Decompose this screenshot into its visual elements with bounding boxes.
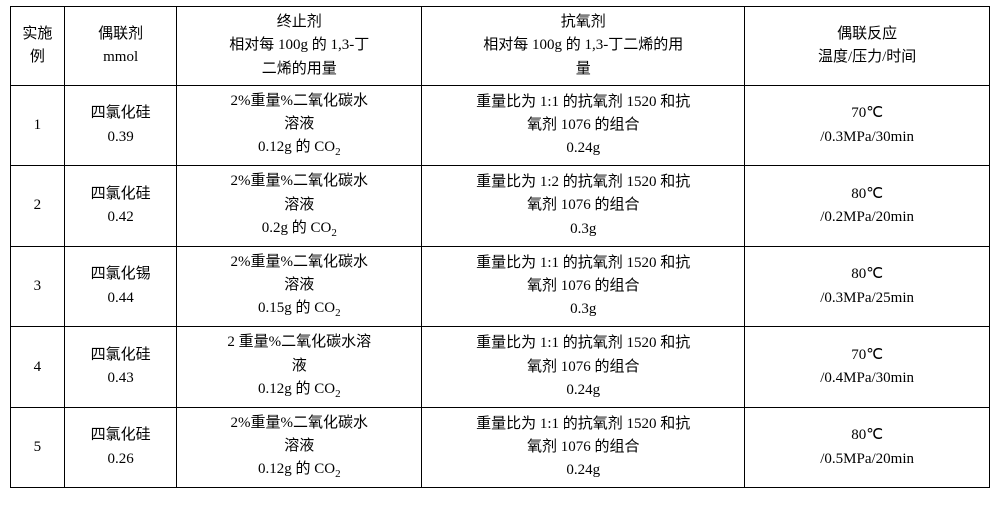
header-example-l1: 实施 xyxy=(22,26,52,42)
co2-subscript: 2 xyxy=(335,468,341,480)
header-conditions-l1: 偶联反应 xyxy=(837,26,897,42)
header-coupling-l1: 偶联剂 xyxy=(98,26,143,42)
cell-coupling: 四氯化锡0.44 xyxy=(64,246,177,327)
header-antioxidant-l2: 相对每 100g 的 1,3-丁二烯的用 xyxy=(483,37,683,53)
table-row: 5四氯化硅0.262%重量%二氧化碳水溶液0.12g 的 CO2重量比为 1:1… xyxy=(11,407,990,488)
cell-example: 4 xyxy=(11,327,65,408)
cell-terminator: 2%重量%二氧化碳水溶液0.12g 的 CO2 xyxy=(177,407,422,488)
header-conditions-l2: 温度/压力/时间 xyxy=(818,49,916,65)
cell-coupling: 四氯化硅0.26 xyxy=(64,407,177,488)
header-antioxidant: 抗氧剂 相对每 100g 的 1,3-丁二烯的用 量 xyxy=(422,7,745,86)
table-row: 1四氯化硅0.392%重量%二氧化碳水溶液0.12g 的 CO2重量比为 1:1… xyxy=(11,85,990,166)
cell-example: 5 xyxy=(11,407,65,488)
cell-conditions: 80℃/0.3MPa/25min xyxy=(745,246,990,327)
cell-antioxidant: 重量比为 1:1 的抗氧剂 1520 和抗氧剂 1076 的组合0.24g xyxy=(422,407,745,488)
cell-antioxidant: 重量比为 1:1 的抗氧剂 1520 和抗氧剂 1076 的组合0.3g xyxy=(422,246,745,327)
header-terminator-l2: 相对每 100g 的 1,3-丁 xyxy=(229,37,369,53)
cell-terminator: 2 重量%二氧化碳水溶液0.12g 的 CO2 xyxy=(177,327,422,408)
co2-subscript: 2 xyxy=(331,227,337,239)
header-coupling-l2: mmol xyxy=(103,49,138,65)
cell-coupling: 四氯化硅0.43 xyxy=(64,327,177,408)
cell-terminator: 2%重量%二氧化碳水溶液0.12g 的 CO2 xyxy=(177,85,422,166)
header-conditions: 偶联反应 温度/压力/时间 xyxy=(745,7,990,86)
data-table: 实施 例 偶联剂 mmol 终止剂 相对每 100g 的 1,3-丁 二烯的用量… xyxy=(10,6,990,488)
co2-subscript: 2 xyxy=(335,146,341,158)
header-antioxidant-l1: 抗氧剂 xyxy=(561,14,606,30)
cell-example: 3 xyxy=(11,246,65,327)
header-example: 实施 例 xyxy=(11,7,65,86)
header-example-l2: 例 xyxy=(30,49,45,65)
cell-coupling: 四氯化硅0.39 xyxy=(64,85,177,166)
header-coupling: 偶联剂 mmol xyxy=(64,7,177,86)
header-terminator-l1: 终止剂 xyxy=(277,14,322,30)
table-body: 1四氯化硅0.392%重量%二氧化碳水溶液0.12g 的 CO2重量比为 1:1… xyxy=(11,85,990,488)
cell-example: 2 xyxy=(11,166,65,247)
co2-subscript: 2 xyxy=(335,388,341,400)
cell-antioxidant: 重量比为 1:1 的抗氧剂 1520 和抗氧剂 1076 的组合0.24g xyxy=(422,327,745,408)
co2-subscript: 2 xyxy=(335,307,341,319)
cell-terminator: 2%重量%二氧化碳水溶液0.2g 的 CO2 xyxy=(177,166,422,247)
table-row: 2四氯化硅0.422%重量%二氧化碳水溶液0.2g 的 CO2重量比为 1:2 … xyxy=(11,166,990,247)
cell-conditions: 80℃/0.5MPa/20min xyxy=(745,407,990,488)
cell-conditions: 70℃/0.4MPa/30min xyxy=(745,327,990,408)
cell-terminator: 2%重量%二氧化碳水溶液0.15g 的 CO2 xyxy=(177,246,422,327)
cell-antioxidant: 重量比为 1:1 的抗氧剂 1520 和抗氧剂 1076 的组合0.24g xyxy=(422,85,745,166)
cell-coupling: 四氯化硅0.42 xyxy=(64,166,177,247)
cell-antioxidant: 重量比为 1:2 的抗氧剂 1520 和抗氧剂 1076 的组合0.3g xyxy=(422,166,745,247)
header-row: 实施 例 偶联剂 mmol 终止剂 相对每 100g 的 1,3-丁 二烯的用量… xyxy=(11,7,990,86)
cell-example: 1 xyxy=(11,85,65,166)
page-container: 实施 例 偶联剂 mmol 终止剂 相对每 100g 的 1,3-丁 二烯的用量… xyxy=(0,0,1000,532)
header-antioxidant-l3: 量 xyxy=(576,61,591,77)
cell-conditions: 70℃/0.3MPa/30min xyxy=(745,85,990,166)
header-terminator: 终止剂 相对每 100g 的 1,3-丁 二烯的用量 xyxy=(177,7,422,86)
header-terminator-l3: 二烯的用量 xyxy=(262,61,337,77)
table-header: 实施 例 偶联剂 mmol 终止剂 相对每 100g 的 1,3-丁 二烯的用量… xyxy=(11,7,990,86)
table-row: 3四氯化锡0.442%重量%二氧化碳水溶液0.15g 的 CO2重量比为 1:1… xyxy=(11,246,990,327)
cell-conditions: 80℃/0.2MPa/20min xyxy=(745,166,990,247)
table-row: 4四氯化硅0.432 重量%二氧化碳水溶液0.12g 的 CO2重量比为 1:1… xyxy=(11,327,990,408)
